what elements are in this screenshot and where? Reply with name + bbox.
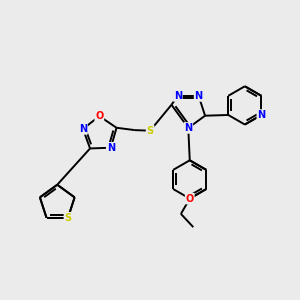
Text: N: N	[79, 124, 87, 134]
Text: O: O	[95, 111, 103, 121]
Text: N: N	[107, 143, 115, 153]
Text: N: N	[195, 91, 203, 101]
Text: N: N	[184, 123, 192, 133]
Text: S: S	[64, 213, 71, 223]
Text: N: N	[174, 91, 182, 101]
Text: O: O	[186, 194, 194, 204]
Text: N: N	[257, 110, 266, 120]
Text: S: S	[146, 126, 154, 136]
